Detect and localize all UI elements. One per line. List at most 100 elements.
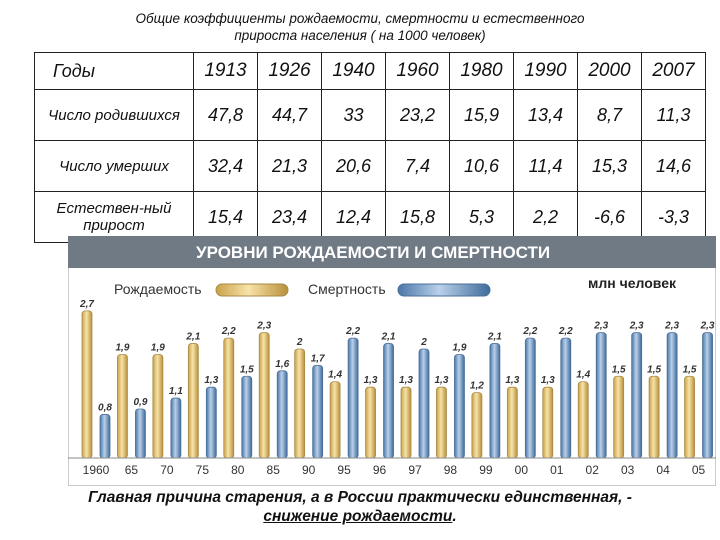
table-header-row: Годы 1913 1926 1940 1960 1980 1990 2000 …: [34, 52, 706, 90]
years-header-cell: Годы: [34, 52, 194, 90]
year-cell: 1990: [513, 52, 578, 90]
data-label: 2,3: [256, 321, 271, 332]
data-label: 2,2: [558, 326, 573, 337]
bar-birth: [329, 381, 341, 459]
legend-birth: Рождаемость: [114, 281, 289, 297]
bar-death: [99, 414, 111, 459]
x-tick-label: 02: [586, 463, 600, 477]
bar-birth: [258, 332, 270, 459]
bar-birth: [436, 386, 447, 459]
table-cell: 15,3: [577, 140, 642, 192]
table-cell: 11,4: [513, 140, 578, 192]
x-tick-label: 95: [337, 463, 351, 477]
bar-death: [489, 343, 501, 459]
table-cell: 12,4: [321, 191, 386, 243]
table-cell: 2,2: [513, 191, 578, 243]
chart-canvas: УРОВНИ РОЖДАЕМОСТИ И СМЕРТНОСТИ Рождаемо…: [67, 235, 717, 487]
bar-death: [170, 397, 182, 459]
table-cell: 11,3: [641, 89, 706, 141]
row-label-births: Число родившихся: [34, 89, 194, 141]
bar-birth: [294, 348, 306, 459]
x-tick-label: 96: [373, 463, 387, 477]
year-cell: 2007: [641, 52, 706, 90]
bar-birth: [613, 375, 625, 459]
row-label-natural-growth: Естествен-ный прирост: [34, 191, 194, 243]
data-label: 1,6: [275, 359, 289, 370]
x-tick-label: 01: [550, 463, 564, 477]
legend-birth-label: Рождаемость: [114, 281, 202, 297]
footer-caption: Главная причина старения, а в России пра…: [30, 488, 690, 526]
data-label: 1,2: [470, 381, 484, 392]
x-tick-label: 75: [196, 463, 210, 477]
table-cell: -6,6: [577, 191, 642, 243]
bar-death: [383, 343, 394, 459]
table-cell: 23,2: [385, 89, 450, 141]
bar-birth: [506, 386, 518, 459]
bar-birth: [81, 310, 93, 459]
footer-line2: снижение рождаемости: [263, 508, 453, 525]
bar-birth: [152, 354, 164, 459]
bar-birth: [117, 354, 128, 459]
data-label: 1,3: [505, 375, 519, 386]
x-tick-label: 98: [444, 463, 458, 477]
year-cell: 1960: [385, 52, 450, 90]
table-cell: 20,6: [321, 140, 386, 192]
unit-label: млн человек: [588, 275, 677, 291]
x-tick-label: 99: [479, 463, 493, 477]
bar-death: [702, 332, 713, 459]
data-label: 1,9: [115, 342, 129, 353]
table-cell: 15,4: [193, 191, 258, 243]
data-label: 2: [296, 337, 303, 348]
births-deaths-chart: УРОВНИ РОЖДАЕМОСТИ И СМЕРТНОСТИ Рождаемо…: [67, 235, 717, 487]
table-cell: 44,7: [257, 89, 322, 141]
page-title-line2: прироста населения ( на 1000 человек): [234, 28, 486, 43]
bar-birth: [365, 386, 376, 459]
chart-title: УРОВНИ РОЖДАЕМОСТИ И СМЕРТНОСТИ: [196, 243, 550, 262]
table-cell: 5,3: [449, 191, 514, 243]
table-row: Число умерших 32,4 21,3 20,6 7,4 10,6 11…: [34, 140, 706, 192]
data-label: 1,5: [647, 364, 661, 375]
bar-birth: [400, 386, 412, 459]
chart-title-block: Общие коэффициенты рождаемости, смертнос…: [20, 10, 700, 44]
x-tick-label: 00: [515, 463, 529, 477]
bar-birth: [542, 386, 554, 459]
bar-death: [135, 408, 146, 459]
table-cell: 10,6: [449, 140, 514, 192]
bar-death: [560, 337, 572, 459]
legend-death: Смертность: [308, 281, 491, 297]
bar-birth: [577, 381, 589, 459]
bar-death: [454, 354, 465, 459]
table-row: Естествен-ный прирост 15,4 23,4 12,4 15,…: [34, 191, 706, 243]
bars-group: 2,7 0,8 1,9 0,9 1,9 1,1 2,1 1,3 2,2 1,5 2,3 1,6 2 1,7…: [79, 299, 715, 459]
x-labels-group: 1960 65 70 75 80 85 90 95 96 97 98 99 00 01 02 03 04 05: [83, 463, 706, 477]
data-label: 1,5: [240, 364, 254, 375]
data-label: 2,1: [381, 332, 396, 343]
footer-line2-tail: .: [452, 508, 457, 525]
bar-birth: [471, 392, 483, 459]
data-label: 2,2: [522, 326, 537, 337]
table-cell: 32,4: [193, 140, 258, 192]
data-label: 2,2: [221, 326, 236, 337]
data-label: 2,1: [185, 332, 200, 343]
bar-death: [276, 370, 288, 459]
table-cell: 47,8: [193, 89, 258, 141]
table-cell: 7,4: [385, 140, 450, 192]
bar-birth: [684, 375, 695, 459]
page-title-line1: Общие коэффициенты рождаемости, смертнос…: [135, 11, 585, 26]
data-label: 2,1: [487, 332, 502, 343]
table-row: Число родившихся 47,8 44,7 33 23,2 15,9 …: [34, 89, 706, 141]
x-tick-label: 65: [125, 463, 139, 477]
x-tick-label: 05: [692, 463, 706, 477]
bar-death: [418, 348, 430, 459]
data-label: 1,3: [434, 375, 448, 386]
data-label: 2,7: [79, 299, 94, 310]
data-label: 0,8: [98, 402, 112, 413]
data-label: 1,9: [151, 342, 165, 353]
year-cell: 1980: [449, 52, 514, 90]
data-label: 1,5: [683, 364, 697, 375]
legend-birth-swatch: [215, 283, 289, 297]
chart-title-bar: [68, 236, 716, 268]
data-label: 2,3: [593, 321, 608, 332]
data-label: 2,3: [629, 321, 644, 332]
data-label: 1,3: [399, 375, 413, 386]
